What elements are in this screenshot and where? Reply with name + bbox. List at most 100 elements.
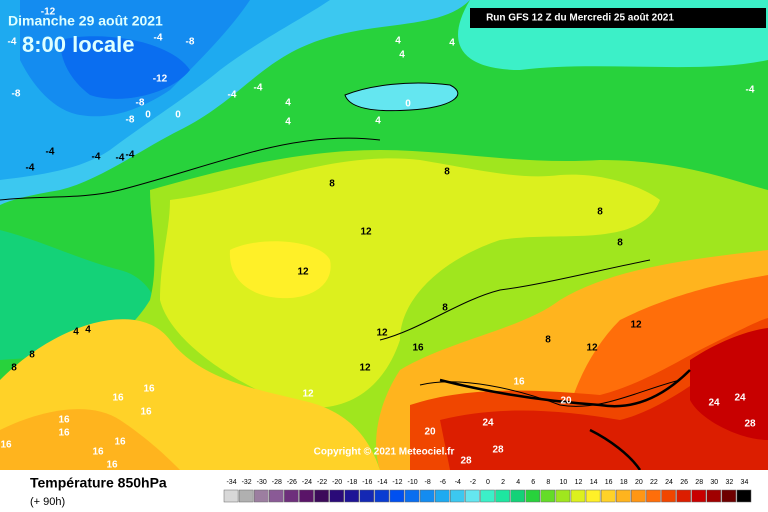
isotherm-label: 28	[492, 445, 504, 456]
hot-area	[0, 409, 180, 470]
isotherm-label: -8	[136, 98, 145, 109]
scale-swatch	[615, 489, 631, 503]
warm-area	[229, 241, 331, 299]
isotherm-label: 24	[708, 398, 720, 409]
scale-swatch	[736, 489, 752, 503]
isotherm-label: -4	[154, 33, 163, 44]
isotherm-label: 4	[73, 327, 79, 338]
scale-label: 34	[741, 479, 749, 486]
isotherm-label: 4	[399, 50, 405, 61]
map: -12-4-8-4-12-8-8-8 0 0-4-444 44440881212888…	[0, 0, 768, 471]
scale-swatch	[404, 489, 420, 503]
scale-swatch	[329, 489, 344, 503]
isotherm-label: 24	[482, 418, 494, 429]
isotherm-label: 0	[175, 110, 181, 121]
scale-swatch	[238, 489, 254, 503]
isotherm-label: 8	[329, 179, 335, 190]
scale-label: 10	[560, 479, 568, 486]
isotherm-label: 4	[285, 117, 291, 128]
scale-swatch	[495, 489, 510, 503]
scale-label: -20	[332, 479, 342, 486]
scale-label: -8	[425, 479, 431, 486]
isotherm-label: -4	[126, 150, 135, 161]
scale-label: 20	[635, 479, 643, 486]
isotherm-label: 8	[617, 238, 623, 249]
isotherm-label: 16	[58, 415, 70, 426]
scale-swatch	[480, 489, 495, 503]
scale-label: -18	[347, 479, 357, 486]
isotherm	[439, 369, 691, 471]
scale-swatch	[661, 489, 676, 503]
isotherm-label: -4	[228, 90, 237, 101]
legend-title: Température 850hPa	[30, 475, 167, 491]
isotherm-label: -8	[126, 115, 135, 126]
run-info: Run GFS 12 Z du Mercredi 25 août 2021	[486, 13, 674, 24]
legend-subtitle: (+ 90h)	[30, 496, 65, 508]
isotherm-label: 4	[375, 116, 381, 127]
scale-label: 6	[531, 479, 535, 486]
scale-swatch	[419, 489, 435, 503]
scale-label: 2	[501, 479, 505, 486]
scale-label: -24	[302, 479, 312, 486]
isotherm-label: -4	[26, 163, 35, 174]
scale-swatch	[269, 489, 284, 503]
scale-swatch	[359, 489, 375, 503]
isotherm-label: -4	[92, 152, 101, 163]
isotherm-label: 12	[297, 267, 309, 278]
isotherm-label: 12	[630, 320, 642, 331]
isotherm-label: 4	[285, 98, 291, 109]
run-box	[470, 8, 766, 28]
isotherm-label: -8	[186, 37, 195, 48]
scale-swatch	[570, 489, 586, 503]
isotherm-label: 20	[424, 427, 436, 438]
isotherm-labels: -12-4-8-4-12-8-8-8 0 0-4-444 44440881212888…	[0, 7, 756, 471]
scale-label: -26	[287, 479, 297, 486]
scale-label: 8	[546, 479, 550, 486]
scale-swatch	[465, 489, 480, 503]
isotherm-label: -4	[116, 153, 125, 164]
scale-swatch	[646, 489, 661, 503]
isotherm-label: -8	[12, 89, 21, 100]
scale-swatch	[585, 489, 601, 503]
scale-label: -4	[455, 479, 461, 486]
scale-swatch	[450, 489, 465, 503]
scale-label: 30	[710, 479, 718, 486]
scale-swatch	[344, 489, 360, 503]
scale-label: -28	[272, 479, 282, 486]
isotherm-label: 16	[143, 384, 155, 395]
isotherm-label: 12	[359, 363, 371, 374]
scale-swatch	[676, 489, 691, 503]
warm-area	[160, 158, 660, 408]
scale-label: 0	[486, 479, 490, 486]
scale-swatch	[299, 489, 314, 503]
scale-label: 18	[620, 479, 628, 486]
isotherm-label: 16	[92, 447, 104, 458]
scale-label: -34	[226, 479, 236, 486]
isotherm-label: 8	[11, 363, 17, 374]
scale-swatch	[284, 489, 299, 503]
scale-swatch	[525, 489, 541, 503]
scale-label: 26	[680, 479, 688, 486]
isotherm-label: 12	[586, 343, 598, 354]
hot-area	[690, 328, 768, 440]
scale-label: -10	[408, 479, 418, 486]
scale-swatch	[706, 489, 722, 503]
scale-swatch	[540, 489, 556, 503]
scale-label: -2	[470, 479, 476, 486]
scale-swatch	[434, 489, 450, 503]
isotherm-label: 8	[545, 335, 551, 346]
scale-label: 28	[695, 479, 703, 486]
isotherm-label: 0	[405, 99, 411, 110]
isotherm-label: -4	[254, 83, 263, 94]
scale-label: 12	[575, 479, 583, 486]
isotherm-label: 16	[140, 407, 152, 418]
isotherm-label: -12	[41, 7, 56, 18]
scale-swatch	[253, 489, 269, 503]
isotherm-label: -4	[46, 147, 55, 158]
isotherm-label: 4	[449, 38, 455, 49]
scale-label: -14	[377, 479, 387, 486]
isotherm-label: 12	[302, 389, 314, 400]
isotherm-label: 8	[29, 350, 35, 361]
scale-label: 16	[605, 479, 613, 486]
scale-label: -30	[257, 479, 267, 486]
